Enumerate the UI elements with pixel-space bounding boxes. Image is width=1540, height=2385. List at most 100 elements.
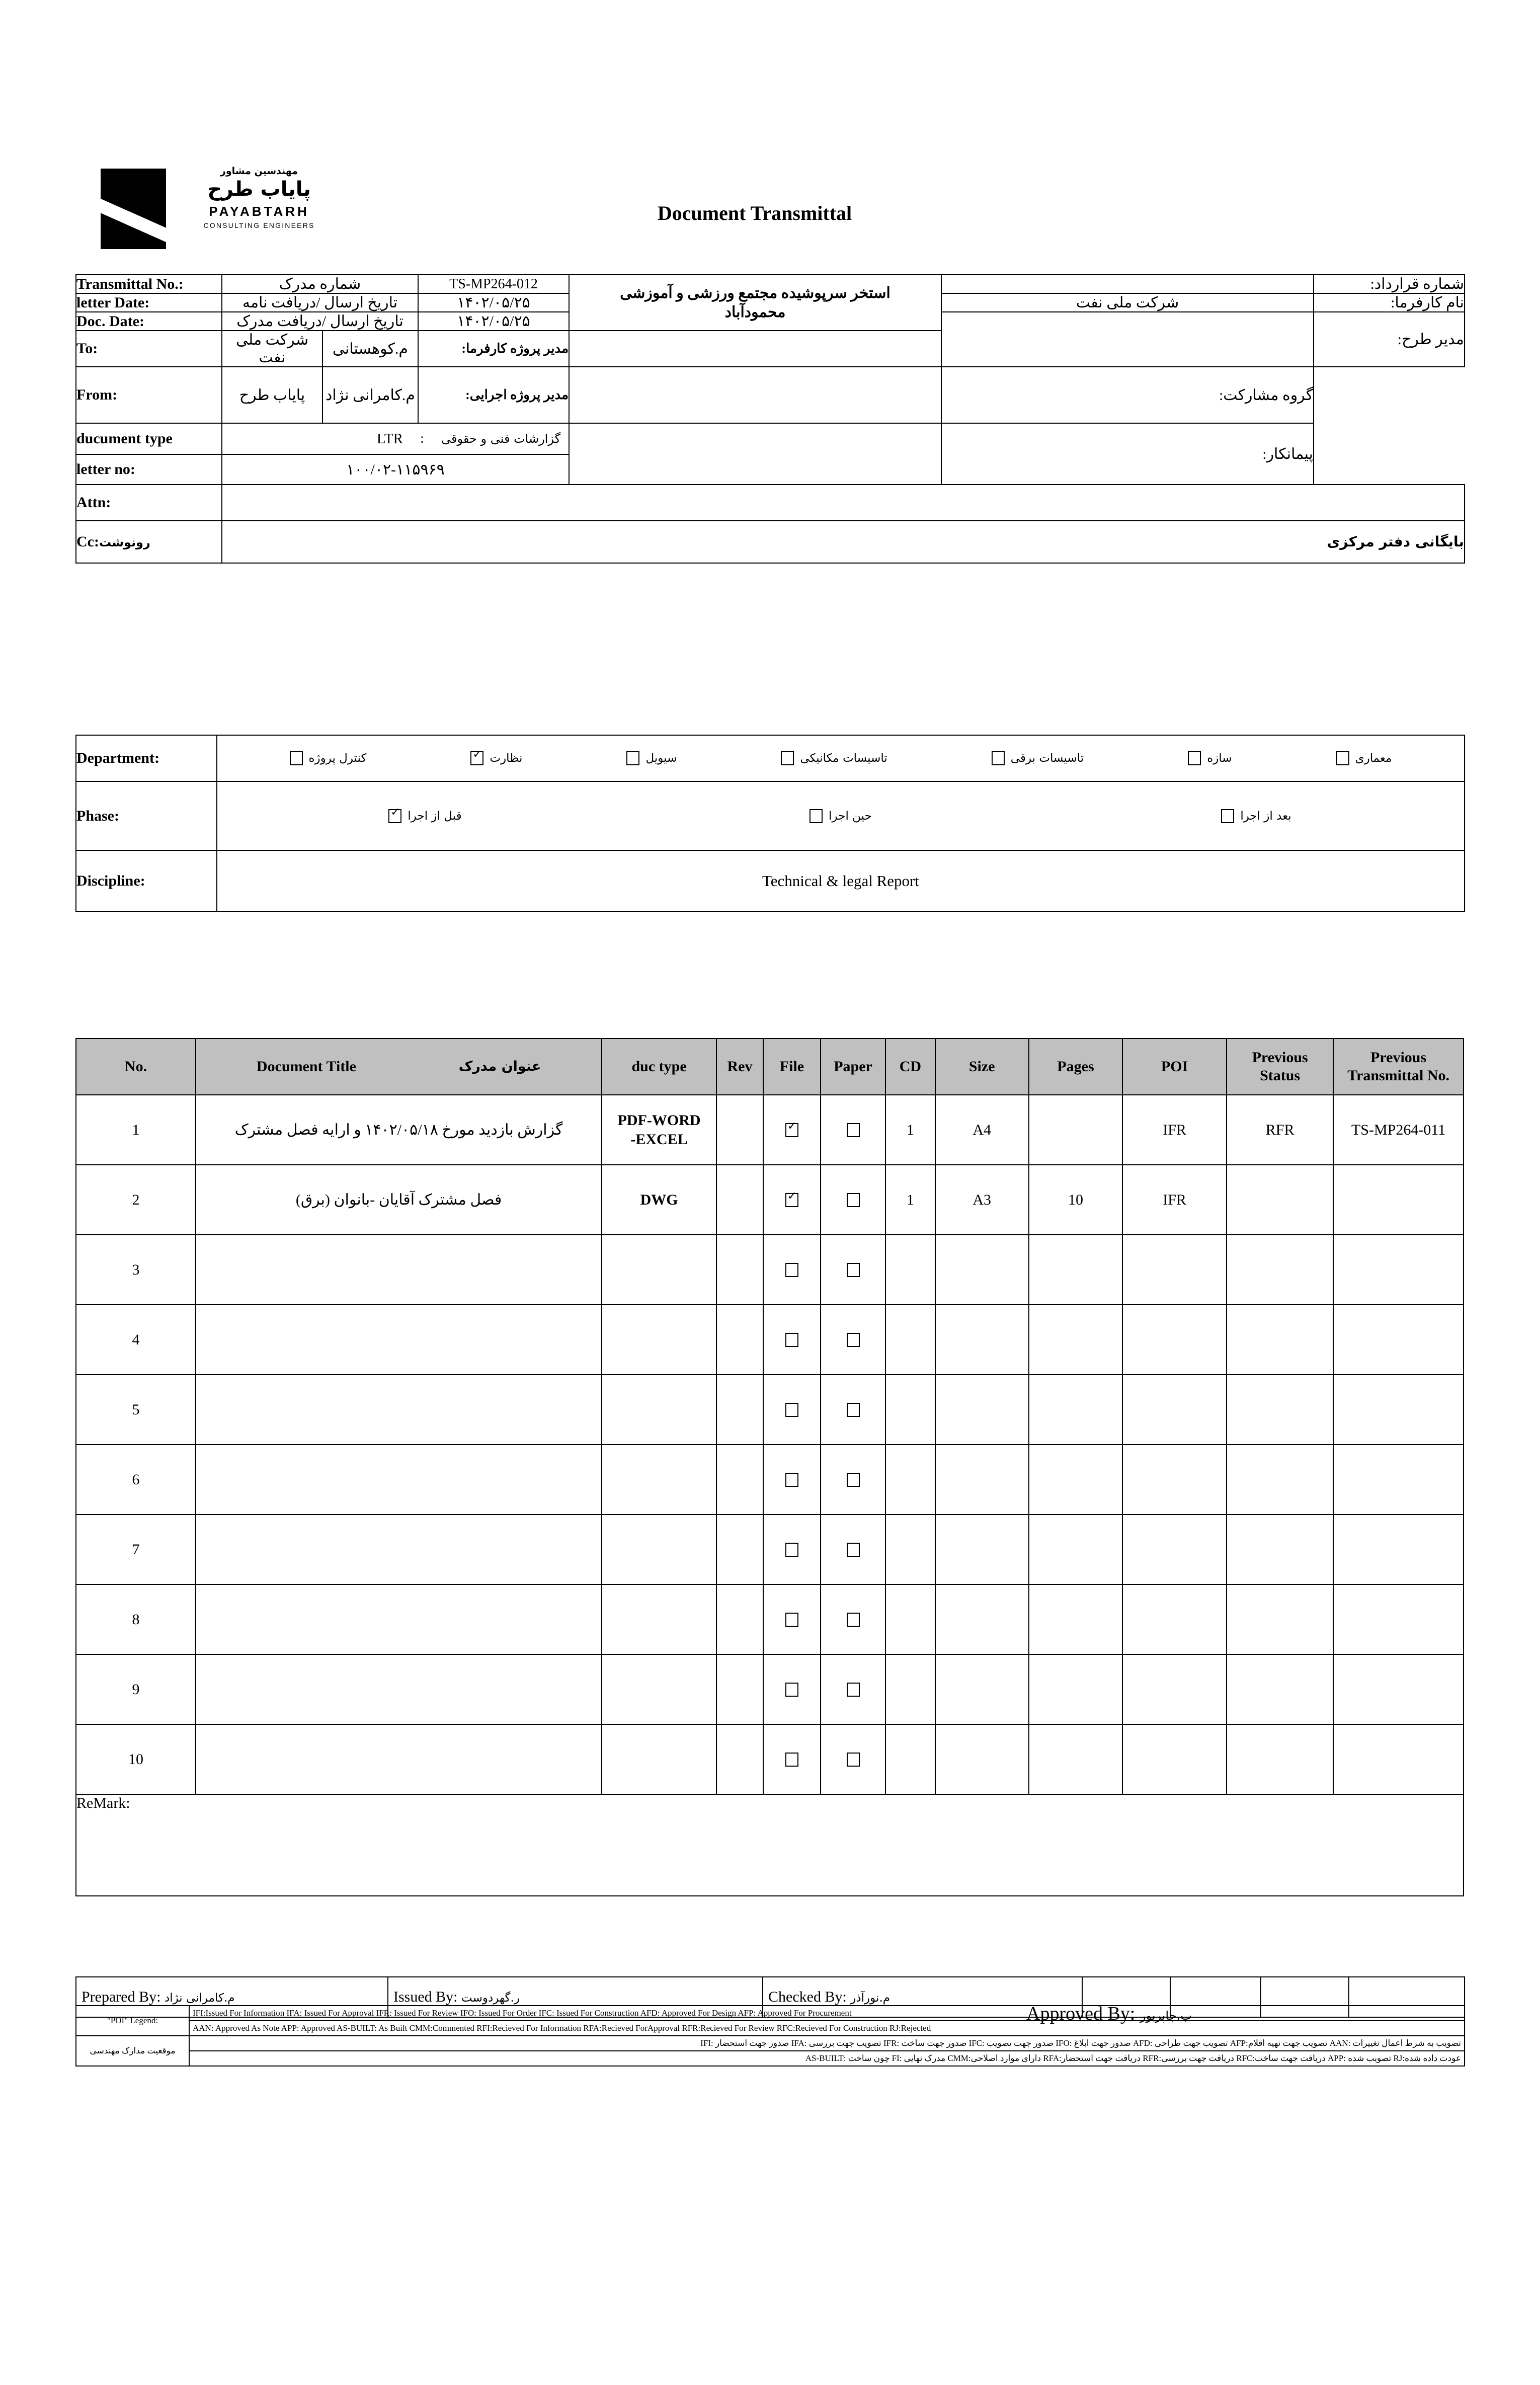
checkbox-icon[interactable]: [1221, 809, 1235, 823]
checkbox-icon[interactable]: [289, 751, 303, 765]
cell-poi[interactable]: [1122, 1514, 1228, 1585]
partnership-group-value[interactable]: [569, 366, 942, 424]
department-option-nezarat[interactable]: نظارت: [470, 749, 522, 765]
cell-size[interactable]: [934, 1514, 1029, 1585]
cell-previous-transmittal[interactable]: [1333, 1304, 1464, 1375]
cell-cd[interactable]: [885, 1304, 936, 1375]
cell-file[interactable]: [763, 1304, 821, 1375]
cell-file[interactable]: [763, 1164, 821, 1235]
checkbox-icon[interactable]: [781, 751, 794, 765]
approved-by-overlay[interactable]: Approved By: ب.چاپربور: [1026, 2003, 1192, 2025]
remark-label[interactable]: ReMark:: [75, 1794, 1464, 1896]
cell-document-title[interactable]: [195, 1304, 603, 1375]
cell-document-title[interactable]: [195, 1444, 603, 1515]
cell-cd[interactable]: 1: [885, 1164, 936, 1235]
cell-duc-type[interactable]: [601, 1444, 717, 1515]
checkbox-icon[interactable]: [626, 751, 640, 765]
cell-duc-type[interactable]: PDF-WORD -EXCEL: [601, 1094, 717, 1165]
checkbox-icon[interactable]: [785, 1332, 798, 1347]
cell-cd[interactable]: 1: [885, 1094, 936, 1165]
cell-poi[interactable]: [1122, 1374, 1228, 1445]
cell-document-title[interactable]: فصل مشترک آقایان -بانوان (برق): [195, 1164, 603, 1235]
cell-duc-type[interactable]: [601, 1724, 717, 1795]
cell-previous-status[interactable]: RFR: [1226, 1094, 1334, 1165]
checkbox-icon[interactable]: [785, 1542, 798, 1557]
cell-previous-status[interactable]: [1226, 1724, 1334, 1795]
plan-manager-value[interactable]: [941, 311, 1315, 367]
cell-duc-type[interactable]: [601, 1374, 717, 1445]
cell-rev[interactable]: [715, 1444, 764, 1515]
cell-size[interactable]: [934, 1654, 1029, 1725]
cell-paper[interactable]: [820, 1164, 886, 1235]
cell-previous-transmittal[interactable]: [1333, 1584, 1464, 1655]
cell-duc-type[interactable]: [601, 1514, 717, 1585]
cell-paper[interactable]: [820, 1724, 886, 1795]
cell-poi[interactable]: [1122, 1584, 1228, 1655]
contract-no-value[interactable]: [941, 274, 1315, 294]
department-option-civil[interactable]: سیویل: [626, 751, 677, 765]
cell-file[interactable]: [763, 1234, 821, 1305]
checkbox-icon[interactable]: [785, 1682, 798, 1697]
checkbox-icon-checked[interactable]: [785, 1121, 798, 1137]
checkbox-icon[interactable]: [785, 1752, 798, 1767]
cell-previous-status[interactable]: [1226, 1374, 1334, 1445]
department-option-tasisat-mekaniki[interactable]: تاسیسات مکانیکی: [781, 751, 887, 765]
cell-rev[interactable]: [715, 1304, 764, 1375]
department-option-tasisat-barghi[interactable]: تاسیسات برقی: [991, 751, 1084, 765]
cell-previous-transmittal[interactable]: TS-MP264-011: [1333, 1094, 1464, 1165]
cell-previous-status[interactable]: [1226, 1234, 1334, 1305]
cell-file[interactable]: [763, 1584, 821, 1655]
cell-previous-transmittal[interactable]: [1333, 1514, 1464, 1585]
cell-paper[interactable]: [820, 1304, 886, 1375]
cell-file[interactable]: [763, 1094, 821, 1165]
cell-previous-transmittal[interactable]: [1333, 1654, 1464, 1725]
cell-pages[interactable]: [1028, 1304, 1123, 1375]
cell-previous-status[interactable]: [1226, 1164, 1334, 1235]
cell-cd[interactable]: [885, 1444, 936, 1515]
cell-rev[interactable]: [715, 1374, 764, 1445]
transmittal-no-value[interactable]: TS-MP264-012: [418, 274, 570, 294]
cell-rev[interactable]: [715, 1724, 764, 1795]
document-type-value-en[interactable]: LTR: [376, 430, 403, 447]
cell-pages[interactable]: [1028, 1654, 1123, 1725]
cell-poi[interactable]: [1122, 1724, 1228, 1795]
phase-option-before-execution[interactable]: قبل از اجرا: [217, 807, 633, 823]
cell-paper[interactable]: [820, 1094, 886, 1165]
cell-file[interactable]: [763, 1444, 821, 1515]
cell-duc-type[interactable]: [601, 1654, 717, 1725]
cell-duc-type[interactable]: [601, 1584, 717, 1655]
cell-pages[interactable]: [1028, 1514, 1123, 1585]
cell-rev[interactable]: [715, 1234, 764, 1305]
cell-previous-transmittal[interactable]: [1333, 1374, 1464, 1445]
cell-size[interactable]: A4: [934, 1094, 1029, 1165]
cell-pages[interactable]: [1028, 1584, 1123, 1655]
cell-size[interactable]: [934, 1304, 1029, 1375]
cell-cd[interactable]: [885, 1374, 936, 1445]
cell-pages[interactable]: [1028, 1094, 1123, 1165]
cell-document-title[interactable]: [195, 1514, 603, 1585]
cell-file[interactable]: [763, 1654, 821, 1725]
cell-rev[interactable]: [715, 1654, 764, 1725]
cell-previous-transmittal[interactable]: [1333, 1444, 1464, 1515]
cell-pages[interactable]: 10: [1028, 1164, 1123, 1235]
cell-file[interactable]: [763, 1374, 821, 1445]
cell-rev[interactable]: [715, 1584, 764, 1655]
cell-document-title[interactable]: [195, 1374, 603, 1445]
checkbox-icon[interactable]: [846, 1123, 860, 1137]
cell-rev[interactable]: [715, 1094, 764, 1165]
cell-poi[interactable]: IFR: [1122, 1094, 1228, 1165]
cell-document-title[interactable]: گزارش بازدید مورخ ۱۴۰۲/۰۵/۱۸ و ارایه فصل…: [195, 1094, 603, 1165]
checkbox-icon[interactable]: [846, 1682, 860, 1697]
cell-size[interactable]: [934, 1374, 1029, 1445]
cell-size[interactable]: [934, 1584, 1029, 1655]
employer-name-value[interactable]: شرکت ملی نفت: [941, 293, 1315, 312]
checkbox-icon[interactable]: [846, 1192, 860, 1207]
cell-pages[interactable]: [1028, 1444, 1123, 1515]
cell-size[interactable]: [934, 1444, 1029, 1515]
cell-document-title[interactable]: [195, 1654, 603, 1725]
cell-document-title[interactable]: [195, 1724, 603, 1795]
department-option-memari[interactable]: معماری: [1336, 751, 1392, 765]
letter-no-value[interactable]: ۱۰۰/۰۲-۱۱۵۹۶۹: [221, 454, 570, 485]
cell-cd[interactable]: [885, 1584, 936, 1655]
cell-duc-type[interactable]: [601, 1304, 717, 1375]
